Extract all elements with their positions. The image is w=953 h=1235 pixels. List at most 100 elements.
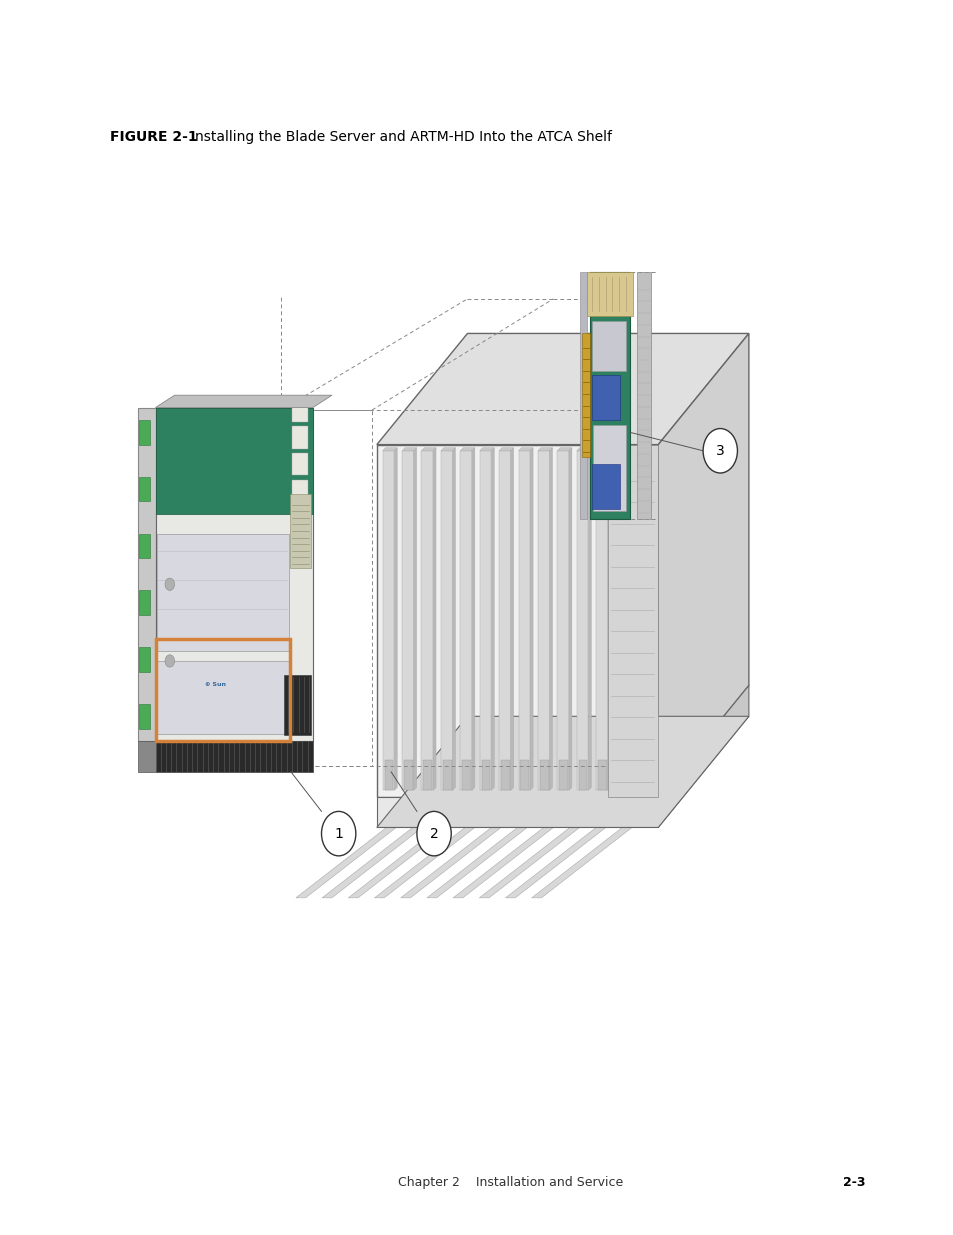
Polygon shape [498, 451, 510, 790]
Polygon shape [478, 827, 579, 898]
Polygon shape [491, 448, 494, 790]
Circle shape [416, 811, 451, 856]
Polygon shape [440, 451, 452, 790]
Polygon shape [322, 827, 422, 898]
Text: Installing the Blade Server and ARTM-HD Into the ATCA Shelf: Installing the Blade Server and ARTM-HD … [191, 130, 611, 143]
Polygon shape [376, 333, 748, 445]
Polygon shape [403, 760, 413, 790]
Polygon shape [510, 448, 513, 790]
Polygon shape [382, 448, 396, 451]
Polygon shape [472, 448, 475, 790]
Polygon shape [292, 453, 308, 475]
Polygon shape [586, 272, 632, 316]
Polygon shape [589, 272, 629, 519]
Polygon shape [530, 448, 533, 790]
Polygon shape [531, 827, 632, 898]
Polygon shape [579, 272, 586, 519]
Polygon shape [139, 704, 150, 729]
Polygon shape [427, 827, 527, 898]
Text: ⊕ Sun: ⊕ Sun [205, 682, 226, 687]
Polygon shape [500, 760, 509, 790]
Text: FIGURE 2-1: FIGURE 2-1 [110, 130, 197, 143]
Polygon shape [498, 448, 513, 451]
Polygon shape [290, 494, 311, 568]
Polygon shape [157, 535, 289, 651]
Polygon shape [479, 451, 491, 790]
Polygon shape [557, 451, 568, 790]
Polygon shape [607, 448, 610, 790]
Polygon shape [433, 448, 436, 790]
Polygon shape [518, 451, 530, 790]
Polygon shape [295, 827, 395, 898]
Polygon shape [593, 425, 625, 511]
Polygon shape [481, 760, 490, 790]
Polygon shape [292, 426, 308, 448]
Polygon shape [401, 448, 416, 451]
Polygon shape [592, 321, 625, 370]
Circle shape [321, 811, 355, 856]
Polygon shape [539, 760, 548, 790]
Polygon shape [577, 448, 591, 451]
Polygon shape [400, 827, 500, 898]
Polygon shape [376, 797, 658, 827]
Polygon shape [440, 448, 455, 451]
Polygon shape [139, 590, 150, 615]
Polygon shape [479, 448, 494, 451]
Polygon shape [459, 448, 475, 451]
Polygon shape [394, 448, 396, 790]
Text: 1: 1 [334, 826, 343, 841]
Polygon shape [592, 464, 619, 509]
Polygon shape [138, 741, 155, 772]
Polygon shape [155, 408, 313, 741]
Polygon shape [596, 451, 607, 790]
Polygon shape [384, 760, 393, 790]
Polygon shape [596, 448, 610, 451]
Polygon shape [617, 760, 625, 790]
Polygon shape [626, 448, 629, 790]
Polygon shape [637, 760, 645, 790]
Polygon shape [423, 760, 432, 790]
Polygon shape [155, 741, 313, 772]
Polygon shape [635, 448, 649, 451]
Polygon shape [376, 445, 658, 797]
Polygon shape [155, 395, 332, 408]
Polygon shape [592, 375, 619, 420]
Polygon shape [421, 448, 436, 451]
Polygon shape [646, 448, 649, 790]
Polygon shape [292, 400, 308, 422]
Circle shape [165, 578, 174, 590]
Polygon shape [557, 448, 571, 451]
Polygon shape [157, 661, 289, 735]
Polygon shape [577, 451, 588, 790]
Polygon shape [376, 716, 748, 827]
Polygon shape [658, 685, 748, 827]
Polygon shape [442, 760, 451, 790]
Polygon shape [421, 451, 433, 790]
Polygon shape [637, 272, 650, 519]
Polygon shape [452, 448, 455, 790]
Circle shape [165, 655, 174, 667]
Polygon shape [581, 333, 589, 457]
Polygon shape [139, 477, 150, 501]
Polygon shape [520, 760, 529, 790]
Polygon shape [607, 445, 658, 797]
Polygon shape [401, 451, 414, 790]
Polygon shape [382, 451, 394, 790]
Polygon shape [598, 760, 606, 790]
Polygon shape [459, 451, 472, 790]
Polygon shape [139, 534, 150, 558]
Polygon shape [635, 451, 646, 790]
Polygon shape [348, 827, 448, 898]
Polygon shape [453, 827, 553, 898]
Polygon shape [578, 760, 587, 790]
Text: Chapter 2    Installation and Service: Chapter 2 Installation and Service [397, 1176, 622, 1189]
Polygon shape [292, 479, 308, 501]
Polygon shape [518, 448, 533, 451]
Polygon shape [414, 448, 416, 790]
Polygon shape [658, 333, 748, 797]
Polygon shape [558, 760, 567, 790]
Polygon shape [138, 408, 155, 741]
Text: 3: 3 [715, 443, 724, 458]
Text: 2-3: 2-3 [841, 1176, 864, 1189]
Polygon shape [375, 827, 475, 898]
